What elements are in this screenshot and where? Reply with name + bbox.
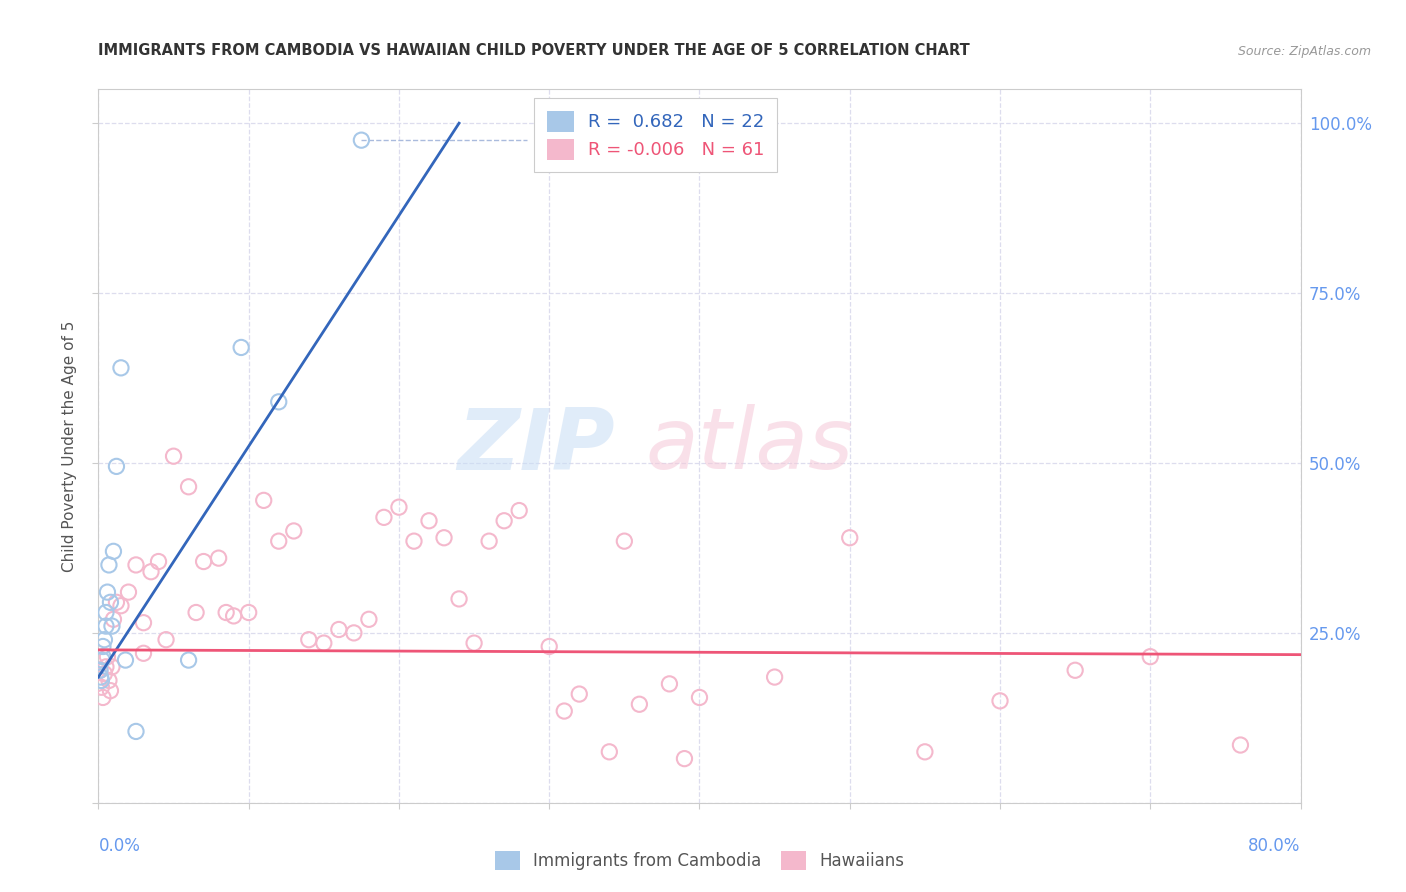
Point: [184, 606, 207, 620]
Point: [177, 653, 200, 667]
Point: [193, 555, 215, 569]
Point: [231, 341, 253, 355]
Point: [91, 640, 114, 654]
Point: [447, 591, 470, 606]
Point: [90, 670, 112, 684]
Point: [162, 449, 184, 463]
Point: [418, 514, 440, 528]
Point: [101, 619, 124, 633]
Point: [350, 133, 373, 147]
Point: [90, 680, 112, 694]
Point: [96, 649, 118, 664]
Point: [463, 636, 485, 650]
Point: [110, 360, 132, 375]
Point: [1139, 649, 1161, 664]
Text: 0.0%: 0.0%: [98, 837, 141, 855]
Point: [114, 653, 136, 667]
Point: [110, 599, 132, 613]
Point: [97, 558, 120, 572]
Point: [94, 619, 117, 633]
Point: [267, 394, 290, 409]
Point: [658, 677, 681, 691]
Point: [101, 660, 124, 674]
Text: atlas: atlas: [645, 404, 853, 488]
Point: [103, 544, 125, 558]
Point: [267, 534, 290, 549]
Point: [97, 673, 120, 688]
Point: [89, 663, 111, 677]
Point: [253, 493, 276, 508]
Point: [177, 480, 200, 494]
Point: [568, 687, 591, 701]
Point: [132, 646, 155, 660]
Text: Source: ZipAtlas.com: Source: ZipAtlas.com: [1237, 45, 1371, 58]
Point: [93, 666, 115, 681]
Point: [125, 724, 148, 739]
Point: [283, 524, 305, 538]
Text: IMMIGRANTS FROM CAMBODIA VS HAWAIIAN CHILD POVERTY UNDER THE AGE OF 5 CORRELATIO: IMMIGRANTS FROM CAMBODIA VS HAWAIIAN CHI…: [98, 43, 970, 58]
Point: [91, 649, 114, 664]
Point: [613, 534, 636, 549]
Point: [988, 694, 1011, 708]
Point: [91, 653, 114, 667]
Point: [139, 565, 162, 579]
Point: [312, 636, 335, 650]
Point: [343, 626, 366, 640]
Point: [673, 751, 696, 765]
Point: [96, 585, 118, 599]
Point: [553, 704, 575, 718]
Point: [402, 534, 425, 549]
Point: [117, 585, 139, 599]
Point: [148, 555, 170, 569]
Y-axis label: Child Poverty Under the Age of 5: Child Poverty Under the Age of 5: [62, 320, 77, 572]
Point: [103, 612, 125, 626]
Point: [494, 514, 516, 528]
Point: [357, 612, 380, 626]
Point: [373, 510, 395, 524]
Point: [100, 683, 122, 698]
Text: ZIP: ZIP: [458, 404, 616, 488]
Point: [100, 595, 122, 609]
Point: [105, 459, 128, 474]
Point: [433, 531, 456, 545]
Point: [298, 632, 321, 647]
Point: [222, 608, 245, 623]
Point: [93, 632, 115, 647]
Legend: Immigrants from Cambodia, Hawaiians: Immigrants from Cambodia, Hawaiians: [488, 844, 911, 877]
Point: [598, 745, 620, 759]
Point: [94, 660, 117, 674]
Point: [478, 534, 501, 549]
Point: [628, 698, 651, 712]
Point: [538, 640, 561, 654]
Point: [1229, 738, 1251, 752]
Point: [155, 632, 177, 647]
Point: [838, 531, 860, 545]
Point: [132, 615, 155, 630]
Point: [763, 670, 786, 684]
Text: 80.0%: 80.0%: [1249, 837, 1301, 855]
Point: [89, 663, 111, 677]
Point: [125, 558, 148, 572]
Point: [208, 551, 231, 566]
Point: [105, 595, 128, 609]
Point: [689, 690, 711, 705]
Point: [1064, 663, 1087, 677]
Point: [388, 500, 411, 515]
Point: [914, 745, 936, 759]
Point: [328, 623, 350, 637]
Point: [91, 690, 114, 705]
Point: [215, 606, 238, 620]
Point: [94, 606, 117, 620]
Point: [90, 673, 112, 688]
Point: [508, 503, 530, 517]
Point: [238, 606, 260, 620]
